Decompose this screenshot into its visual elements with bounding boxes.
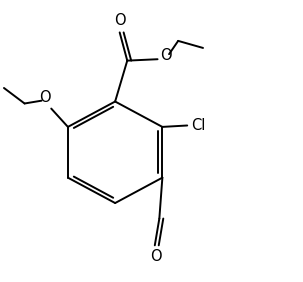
Text: O: O	[151, 248, 162, 264]
Text: O: O	[114, 13, 125, 28]
Text: Cl: Cl	[191, 118, 206, 133]
Text: O: O	[39, 90, 51, 105]
Text: O: O	[160, 48, 172, 63]
